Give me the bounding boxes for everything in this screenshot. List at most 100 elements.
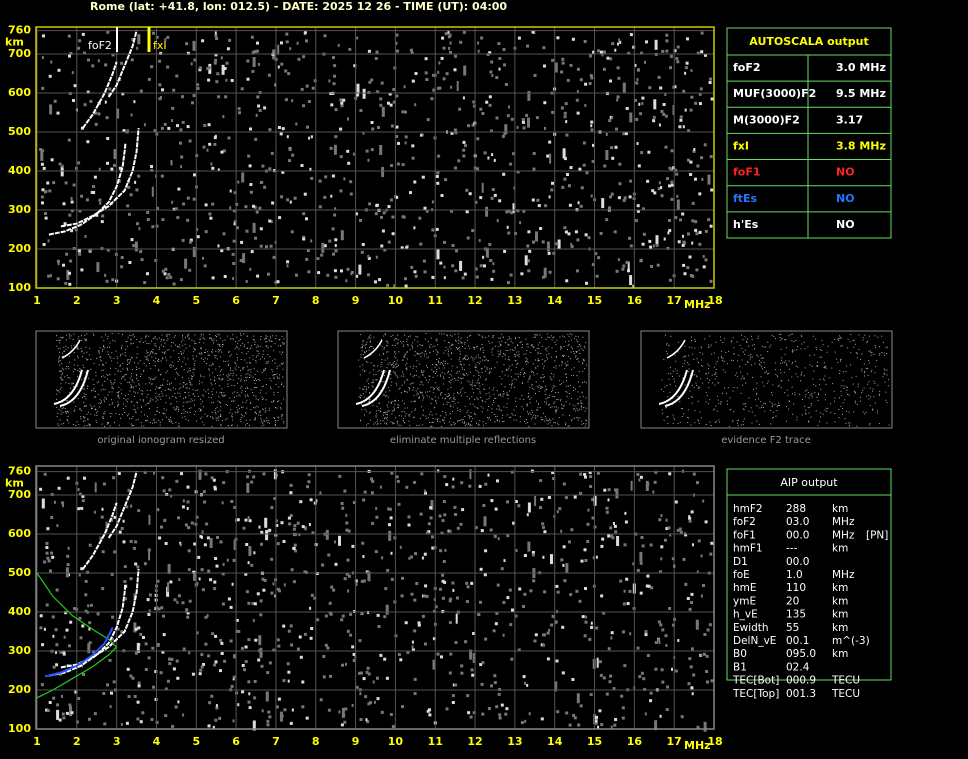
- noise: [479, 385, 480, 386]
- noise: [664, 238, 666, 241]
- noise: [275, 363, 276, 364]
- noise: [679, 376, 680, 377]
- noise: [714, 409, 715, 410]
- noise: [435, 367, 436, 368]
- noise: [413, 376, 414, 377]
- noise: [255, 396, 256, 397]
- noise: [708, 387, 709, 388]
- noise: [332, 253, 335, 256]
- noise: [742, 376, 743, 377]
- noise: [216, 72, 219, 75]
- noise: [338, 710, 340, 713]
- noise: [370, 346, 371, 347]
- noise: [699, 423, 700, 424]
- noise: [453, 422, 454, 423]
- noise: [66, 335, 67, 336]
- noise: [527, 118, 530, 128]
- noise: [60, 389, 61, 390]
- noise: [258, 407, 259, 408]
- noise: [63, 351, 64, 352]
- noise: [167, 334, 168, 335]
- noise: [578, 336, 579, 337]
- noise: [188, 334, 189, 335]
- noise: [137, 509, 140, 512]
- noise: [106, 398, 107, 399]
- noise: [571, 419, 572, 420]
- noise: [80, 195, 83, 198]
- noise: [525, 114, 528, 117]
- noise: [413, 368, 414, 369]
- noise: [577, 68, 580, 71]
- noise: [801, 348, 802, 349]
- noise: [117, 356, 118, 357]
- noise: [666, 351, 667, 352]
- noise: [488, 419, 489, 420]
- noise: [140, 376, 141, 377]
- noise: [101, 400, 102, 401]
- noise: [763, 407, 764, 408]
- noise: [842, 414, 843, 415]
- noise: [809, 413, 810, 414]
- noise: [801, 335, 802, 336]
- noise: [780, 363, 781, 364]
- noise: [74, 84, 77, 87]
- noise: [699, 411, 700, 412]
- noise: [528, 396, 529, 397]
- noise: [600, 232, 603, 235]
- noise: [127, 186, 130, 189]
- noise: [265, 368, 266, 369]
- noise: [722, 360, 723, 361]
- noise: [469, 398, 470, 399]
- noise: [409, 388, 410, 389]
- noise: [491, 153, 493, 156]
- noise: [825, 394, 826, 395]
- noise: [679, 119, 682, 122]
- noise: [763, 358, 764, 359]
- noise: [464, 358, 465, 359]
- noise: [615, 128, 618, 131]
- noise: [150, 379, 151, 380]
- noise: [152, 32, 155, 35]
- noise: [305, 258, 308, 261]
- noise: [629, 180, 632, 183]
- noise: [498, 351, 499, 352]
- noise: [727, 363, 728, 364]
- noise: [860, 397, 861, 398]
- noise: [764, 362, 765, 363]
- noise: [165, 351, 166, 352]
- noise: [96, 422, 97, 423]
- noise: [821, 389, 822, 390]
- noise: [611, 631, 614, 634]
- noise: [269, 408, 270, 409]
- noise: [254, 380, 255, 381]
- noise: [86, 398, 87, 399]
- noise: [464, 369, 465, 370]
- noise: [349, 180, 352, 183]
- noise: [784, 392, 785, 393]
- noise: [535, 232, 538, 242]
- noise: [251, 36, 254, 39]
- noise: [393, 423, 394, 424]
- noise: [582, 337, 583, 338]
- noise: [440, 394, 441, 395]
- noise: [455, 380, 456, 381]
- noise: [527, 91, 530, 101]
- noise: [530, 402, 531, 403]
- noise: [535, 337, 536, 338]
- noise: [398, 405, 399, 406]
- noise: [439, 588, 442, 591]
- noise: [549, 337, 550, 338]
- noise: [369, 413, 370, 414]
- noise: [211, 383, 212, 384]
- noise: [818, 400, 819, 401]
- noise: [476, 383, 477, 384]
- noise: [838, 409, 839, 410]
- noise: [548, 405, 549, 406]
- noise: [781, 357, 782, 358]
- noise: [440, 393, 441, 394]
- noise: [495, 421, 496, 422]
- noise: [533, 168, 536, 171]
- noise: [847, 394, 848, 395]
- noise: [305, 39, 308, 42]
- noise: [580, 205, 583, 208]
